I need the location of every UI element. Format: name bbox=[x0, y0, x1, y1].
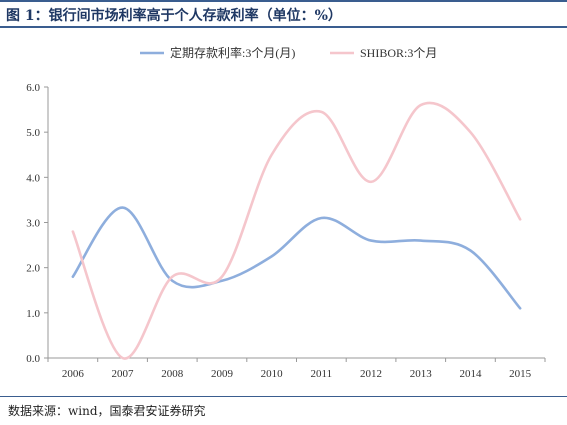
source-note: 数据来源：wind，国泰君安证券研究 bbox=[8, 402, 206, 419]
x-tick-label: 2011 bbox=[311, 368, 333, 380]
series-line-1 bbox=[73, 208, 520, 309]
title-bar: 图 1：银行间市场利率高于个人存款利率（单位：%） bbox=[0, 0, 567, 28]
legend-label-1: 定期存款利率:3个月(月) bbox=[170, 45, 295, 60]
y-tick-label: 1.0 bbox=[26, 308, 40, 320]
x-tick-label: 2013 bbox=[410, 368, 433, 380]
x-tick-label: 2014 bbox=[459, 368, 482, 380]
y-tick-label: 4.0 bbox=[26, 172, 40, 184]
x-tick-label: 2008 bbox=[161, 368, 184, 380]
x-tick-label: 2007 bbox=[112, 368, 135, 380]
x-tick-label: 2015 bbox=[509, 368, 532, 380]
legend-label-2: SHIBOR:3个月 bbox=[360, 46, 437, 60]
x-tick-label: 2006 bbox=[62, 368, 85, 380]
y-tick-label: 2.0 bbox=[26, 263, 40, 275]
y-tick-label: 5.0 bbox=[26, 127, 40, 139]
source-bar: 数据来源：wind，国泰君安证券研究 bbox=[0, 396, 567, 425]
y-tick-label: 3.0 bbox=[26, 218, 40, 230]
chart-area: 定期存款利率:3个月(月) SHIBOR:3个月 0.0 1.0 2.0 3.0 4.0 5… bbox=[0, 30, 567, 392]
series-line-2 bbox=[73, 103, 520, 359]
legend: 定期存款利率:3个月(月) SHIBOR:3个月 bbox=[140, 45, 437, 60]
series-lines bbox=[73, 103, 520, 359]
chart-title: 图 1：银行间市场利率高于个人存款利率（单位：%） bbox=[6, 5, 342, 25]
line-chart: 定期存款利率:3个月(月) SHIBOR:3个月 0.0 1.0 2.0 3.0 4.0 5… bbox=[0, 30, 567, 392]
x-tick-label: 2012 bbox=[360, 368, 382, 380]
y-tick-label: 0.0 bbox=[26, 353, 40, 365]
x-tick-label: 2009 bbox=[211, 368, 234, 380]
y-tick-label: 6.0 bbox=[26, 82, 40, 94]
x-tick-label: 2010 bbox=[261, 368, 284, 380]
